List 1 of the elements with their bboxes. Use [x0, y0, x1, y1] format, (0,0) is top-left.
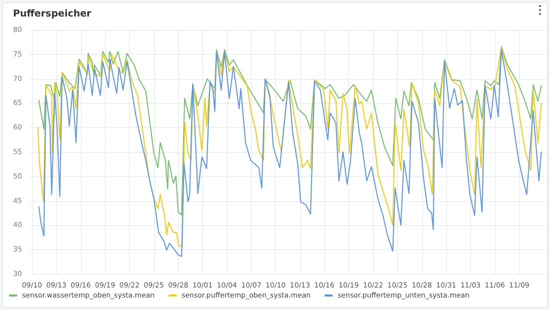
chart-title: Pufferspeicher [13, 8, 92, 20]
